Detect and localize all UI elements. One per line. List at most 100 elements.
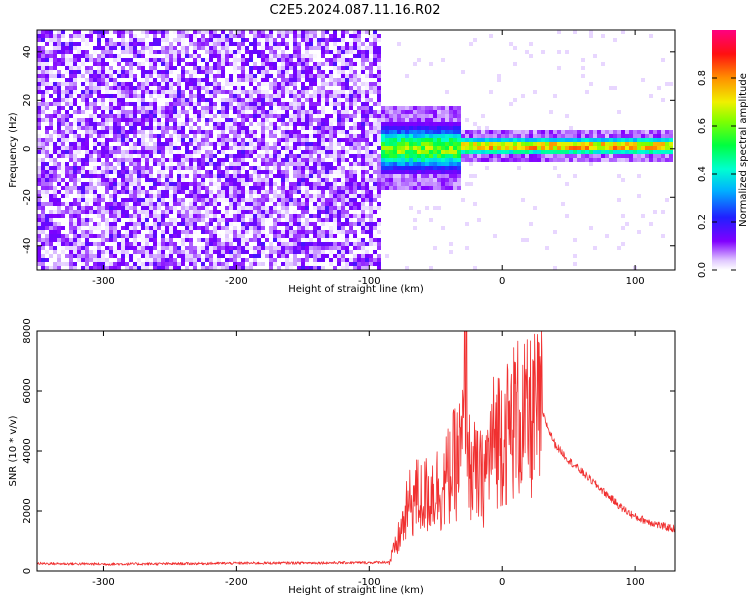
heatmap-cell [317,150,321,154]
heatmap-cell [169,82,173,86]
heatmap-cell [333,126,337,130]
heatmap-cell [305,190,309,194]
heatmap-cell [301,46,305,50]
heatmap-cell [157,42,161,46]
heatmap-cell [105,70,109,74]
heatmap-cell [53,62,57,66]
heatmap-cell [265,174,269,178]
heatmap-cell [257,78,261,82]
heatmap-cell [89,82,93,86]
heatmap-cell [121,50,125,54]
heatmap-cell [337,86,341,90]
heatmap-cell [113,98,117,102]
heatmap-cell [65,230,69,234]
heatmap-cell [357,210,361,214]
heatmap-cell [229,38,233,42]
heatmap-cell [53,46,57,50]
heatmap-cell [309,170,313,174]
heatmap-cell [337,110,341,114]
heatmap-cell [49,138,53,142]
heatmap-cell [285,106,289,110]
heatmap-cell [241,258,245,262]
heatmap-cell [273,194,277,198]
heatmap-cell [97,266,101,270]
heatmap-cell [321,174,325,178]
heatmap-cell [293,150,297,154]
heatmap-cell [345,98,349,102]
heatmap-cell [245,66,249,70]
heatmap-cell [177,170,181,174]
heatmap-cell [193,154,197,158]
heatmap-cell [185,130,189,134]
heatmap-cell [121,234,125,238]
heatmap-cell [365,170,369,174]
heatmap-cell [129,258,133,262]
heatmap-cell [113,182,117,186]
heatmap-cell [253,90,257,94]
heatmap-cell [357,150,361,154]
heatmap-cell [265,178,269,182]
heatmap-cell [41,242,45,246]
heatmap-cell [37,202,41,206]
heatmap-cell [173,174,177,178]
heatmap-cell [173,226,177,230]
heatmap-cell [69,262,73,266]
heatmap-cell [341,38,345,42]
heatmap-cell [357,106,361,110]
heatmap-cell [153,34,157,38]
heatmap-cell [249,38,253,42]
heatmap-cell [133,142,137,146]
heatmap-cell [313,66,317,70]
heatmap-cell [253,78,257,82]
heatmap-cell [265,34,269,38]
heatmap-cell [161,182,165,186]
heatmap-cell [57,258,61,262]
heatmap-cell [169,98,173,102]
heatmap-cell [313,122,317,126]
heatmap-cell [329,230,333,234]
heatmap-cell [73,262,77,266]
heatmap-cell [285,214,289,218]
heatmap-cell [217,238,221,242]
heatmap-cell [57,86,61,90]
heatmap-cell [285,50,289,54]
heatmap-cell [121,250,125,254]
heatmap-cell [141,30,145,34]
heatmap-cell [117,150,121,154]
heatmap-cell [265,218,269,222]
heatmap-cell [69,230,73,234]
heatmap-cell [233,106,237,110]
heatmap-cell [185,254,189,258]
heatmap-cell [249,218,253,222]
heatmap-cell [185,30,189,34]
heatmap-cell [185,162,189,166]
heatmap-cell [249,34,253,38]
heatmap-cell [217,38,221,42]
heatmap-cell [245,130,249,134]
heatmap-cell [353,34,357,38]
heatmap-cell [105,38,109,42]
heatmap-cell [261,258,265,262]
heatmap-cell [65,114,69,118]
heatmap-cell [57,142,61,146]
heatmap-cell [245,246,249,250]
heatmap-cell [209,146,213,150]
heatmap-cell [109,122,113,126]
heatmap-cell [77,230,81,234]
heatmap-cell [149,98,153,102]
heatmap-cell [65,166,69,170]
heatmap-cell [285,122,289,126]
heatmap-cell [41,254,45,258]
heatmap-cell [193,250,197,254]
heatmap-cell [309,246,313,250]
heatmap-cell [325,54,329,58]
heatmap-cell [361,166,365,170]
heatmap-cell [57,82,61,86]
heatmap-cell [193,162,197,166]
heatmap-cell [309,130,313,134]
heatmap-cell [297,90,301,94]
heatmap-cell [229,34,233,38]
heatmap-cell [81,178,85,182]
heatmap-cell [161,78,165,82]
heatmap-cell [101,58,105,62]
